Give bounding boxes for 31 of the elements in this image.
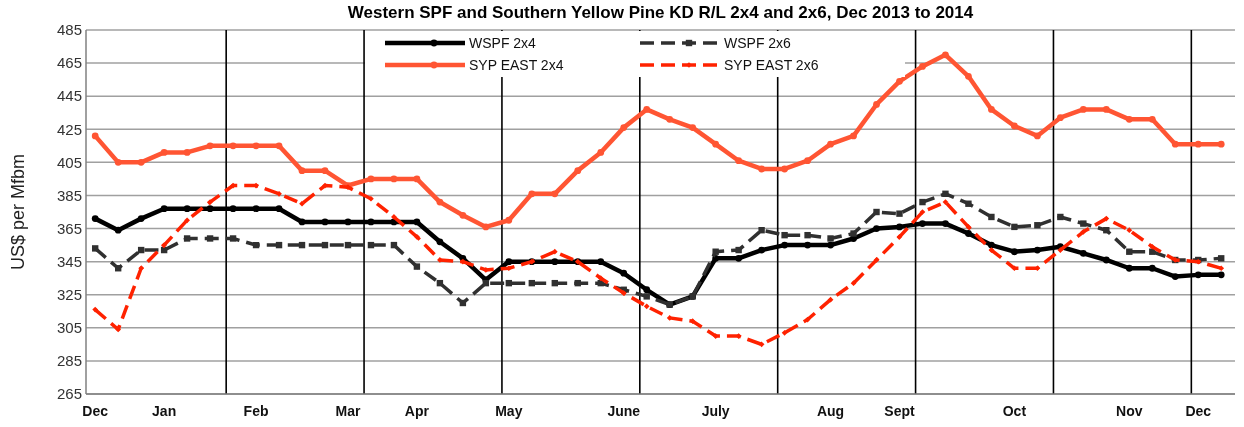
legend-label: WSPF 2x4 <box>469 34 537 51</box>
legend-label: WSPF 2x6 <box>724 34 792 51</box>
legend-label: SYP EAST 2x4 <box>469 56 564 73</box>
x-tick-label: Oct <box>1002 403 1027 419</box>
y-tick-label: 485 <box>56 21 82 39</box>
y-tick-label: 445 <box>56 87 82 105</box>
x-tick-label: Aug <box>816 403 845 419</box>
x-tick-label: June <box>607 403 641 419</box>
y-tick-label: 405 <box>56 153 82 171</box>
y-tick-label: 305 <box>56 319 82 337</box>
x-tick-label: Feb <box>243 403 269 419</box>
y-tick-label: 285 <box>56 352 82 370</box>
chart-title: Western SPF and Southern Yellow Pine KD R/L 2x4 and 2x6, Dec 2013 to 2014 <box>347 3 974 22</box>
x-tick-label: Sept <box>884 403 915 419</box>
y-tick-label: 465 <box>56 54 82 72</box>
x-tick-label: Apr <box>404 403 430 419</box>
y-tick-label: 365 <box>56 219 82 237</box>
y-tick-label: 425 <box>56 120 82 138</box>
y-tick-label: 325 <box>56 285 82 303</box>
x-tick-label: Dec <box>82 403 109 419</box>
x-tick-label: Mar <box>335 403 361 419</box>
legend-label: SYP EAST 2x6 <box>724 56 819 73</box>
x-tick-label: Dec <box>1185 403 1212 419</box>
x-tick-label: May <box>495 403 523 419</box>
y-tick-label: 385 <box>56 186 82 204</box>
x-tick-label: Nov <box>1116 403 1143 419</box>
x-tick-label: July <box>701 403 730 419</box>
y-tick-label: 265 <box>56 385 82 403</box>
y-tick-label: 345 <box>56 252 82 270</box>
x-tick-label: Jan <box>152 403 177 419</box>
y-axis-title: US$ per Mfbm <box>8 153 28 271</box>
